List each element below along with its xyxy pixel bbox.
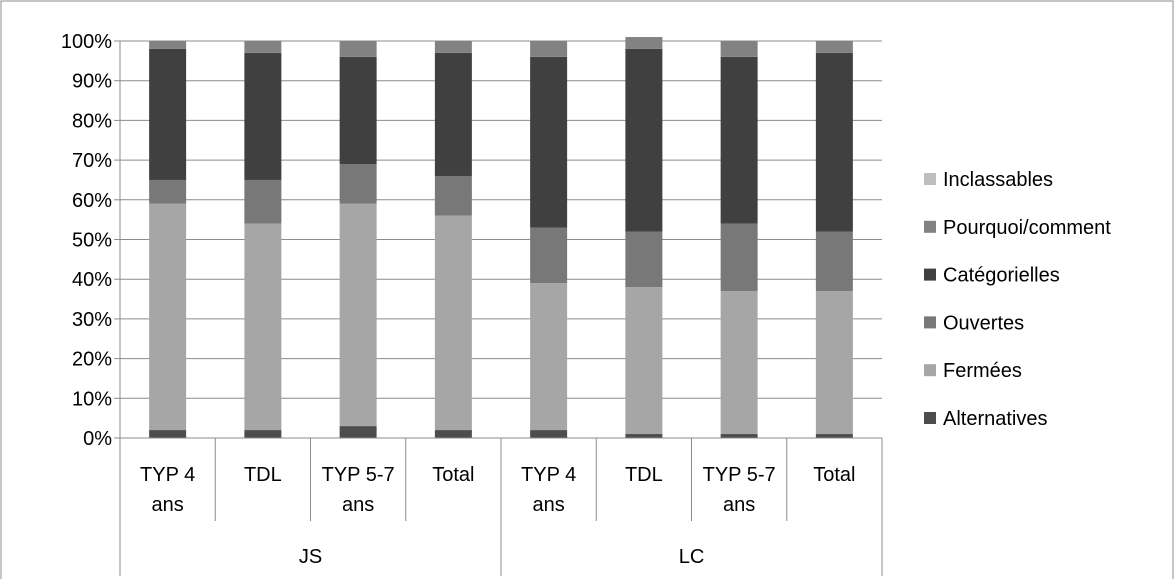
- bar-segment: [149, 41, 187, 49]
- bar-segment: [625, 434, 663, 438]
- bar-segment: [339, 56, 377, 165]
- bar-segment: [815, 41, 853, 53]
- y-tick-label: 60%: [72, 190, 112, 212]
- bar-segment: [625, 37, 663, 49]
- y-tick-label: 40%: [72, 269, 112, 291]
- y-tick-label: 20%: [72, 349, 112, 371]
- bar-segment: [530, 56, 568, 228]
- bar-segment: [720, 41, 758, 57]
- legend-swatch: [924, 220, 936, 233]
- axes: 0% 10% 20% 30% 40% 50% 60% 70% 80% 90% 100% TYP 4 an…: [61, 31, 883, 576]
- x-group-label: LC: [679, 546, 705, 568]
- bar-segment: [149, 48, 187, 180]
- y-tick-label: 100%: [61, 31, 112, 53]
- bar-segment: [625, 48, 663, 232]
- x-category-label: TDL: [625, 464, 663, 486]
- x-category-label: TYP 4: [521, 464, 576, 486]
- legend-swatch: [924, 268, 936, 281]
- bar-segment: [530, 227, 568, 284]
- bars: [149, 37, 853, 438]
- legend-swatch: [924, 412, 936, 424]
- x-category-label: TYP 4: [140, 464, 195, 486]
- legend: Inclassables Pourquoi/comment Catégorielle…: [924, 169, 1111, 430]
- x-category-label: ans: [152, 494, 184, 516]
- bar-segment: [434, 175, 472, 216]
- bar-segment: [530, 283, 568, 431]
- bar-segment: [244, 52, 282, 180]
- y-tick-label: 90%: [72, 71, 112, 93]
- x-category-label: Total: [432, 464, 474, 486]
- legend-swatch: [924, 173, 936, 185]
- bar-segment: [149, 179, 187, 204]
- legend-entry: Alternatives: [943, 408, 1048, 430]
- bar-segment: [720, 434, 758, 438]
- bar-segment: [244, 179, 282, 224]
- x-category-label: Total: [813, 464, 855, 486]
- x-category-label: TYP 5-7: [703, 464, 776, 486]
- bar-segment: [434, 215, 472, 431]
- x-category-label: TDL: [244, 464, 282, 486]
- bar-segment: [625, 231, 663, 288]
- legend-entry: Inclassables: [943, 169, 1053, 191]
- bar-segment: [339, 41, 377, 57]
- bar-segment: [434, 41, 472, 53]
- legend-entry: Catégorielles: [943, 265, 1060, 287]
- bar-segment: [244, 41, 282, 53]
- bar-segment: [339, 164, 377, 204]
- bar-segment: [339, 426, 377, 438]
- legend-swatch: [924, 316, 936, 329]
- bar-segment: [815, 52, 853, 232]
- bar-segment: [625, 287, 663, 435]
- legend-swatch: [924, 364, 936, 377]
- legend-entry: Ouvertes: [943, 312, 1024, 334]
- bar-segment: [720, 223, 758, 292]
- bar-segment: [434, 430, 472, 438]
- bar-segment: [244, 223, 282, 431]
- bar-segment: [530, 41, 568, 57]
- bar-segment: [149, 430, 187, 438]
- x-category-label: ans: [342, 494, 374, 516]
- x-category-label: ans: [723, 494, 755, 516]
- y-tick-label: 50%: [72, 230, 112, 252]
- y-tick-label: 70%: [72, 150, 112, 172]
- bar-segment: [815, 231, 853, 292]
- bar-segment: [434, 52, 472, 176]
- bar-segment: [530, 430, 568, 438]
- x-group-label: JS: [299, 546, 322, 568]
- x-category-label: ans: [533, 494, 565, 516]
- bar-segment: [815, 291, 853, 435]
- bar-segment: [815, 434, 853, 438]
- bar-segment: [244, 430, 282, 438]
- bar-segment: [149, 203, 187, 431]
- y-tick-label: 30%: [72, 309, 112, 331]
- bar-segment: [720, 56, 758, 224]
- legend-entry: Fermées: [943, 360, 1022, 382]
- y-tick-label: 10%: [72, 388, 112, 410]
- bar-segment: [720, 291, 758, 435]
- y-tick-label: 0%: [83, 428, 112, 450]
- y-tick-label: 80%: [72, 110, 112, 132]
- legend-entry: Pourquoi/comment: [943, 217, 1111, 239]
- bar-segment: [339, 203, 377, 427]
- x-category-label: TYP 5-7: [322, 464, 395, 486]
